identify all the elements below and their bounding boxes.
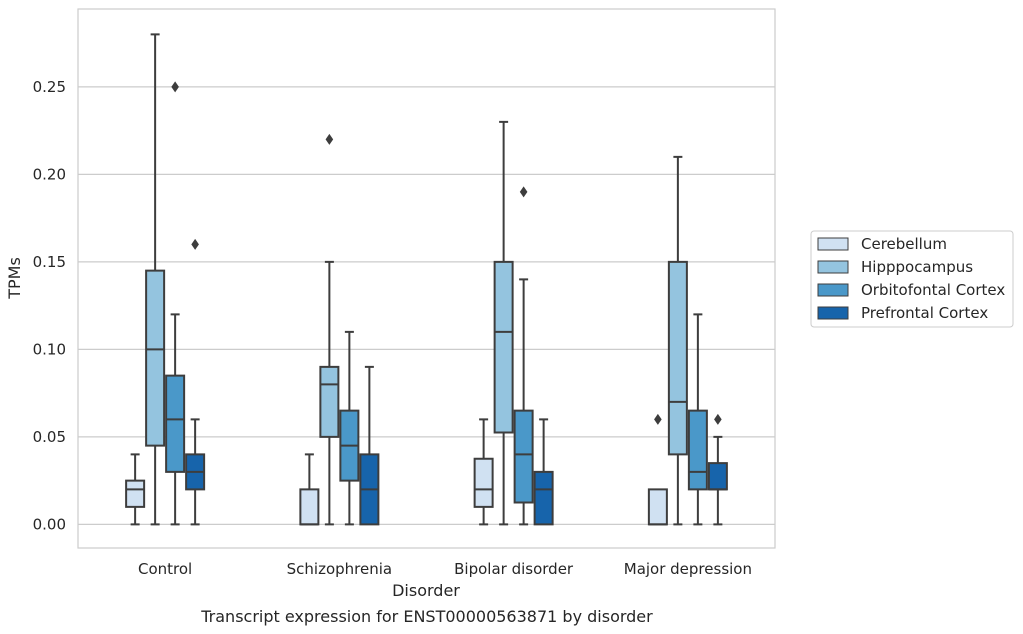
y-axis-title: TPMs	[5, 257, 24, 300]
box-iqr	[319, 365, 340, 438]
box-iqr	[165, 374, 186, 473]
box-1-2	[339, 330, 360, 526]
x-tick-label: Schizophrenia	[287, 560, 392, 578]
chart-caption: Transcript expression for ENST0000056387…	[200, 607, 653, 626]
box-0-2	[165, 81, 186, 526]
box-2-3	[533, 418, 554, 526]
x-tick-label: Bipolar disorder	[454, 560, 574, 578]
box-iqr	[647, 488, 668, 526]
y-tick-label: 0.15	[33, 253, 66, 271]
x-tick-label: Major depression	[624, 560, 752, 578]
y-tick-labels: 0.00 0.05 0.10 0.15 0.20 0.25	[33, 78, 66, 534]
box-3-2	[687, 313, 708, 526]
outlier-point	[325, 133, 334, 145]
box-iqr	[473, 457, 494, 508]
y-tick-label: 0.25	[33, 78, 66, 96]
y-tick-label: 0.00	[33, 515, 66, 533]
box-iqr	[125, 479, 146, 508]
legend-swatch	[817, 260, 849, 274]
box-0-0	[125, 453, 146, 526]
legend-swatch	[817, 237, 849, 251]
x-tick-labels: Control Schizophrenia Bipolar disorder Majo…	[138, 560, 752, 578]
box-2-1	[493, 120, 514, 526]
x-tick-label: Control	[138, 560, 192, 578]
box-iqr	[707, 462, 728, 491]
box-iqr	[145, 269, 166, 447]
legend-swatch	[817, 283, 849, 297]
box-1-1	[319, 133, 340, 526]
box-0-1	[145, 33, 166, 526]
outlier-point	[519, 186, 528, 198]
legend-label: Cerebellum	[861, 235, 947, 253]
box-iqr	[687, 409, 708, 491]
box-3-1	[667, 155, 688, 526]
box-3-3	[707, 413, 728, 526]
outlier-point	[191, 238, 199, 250]
box-1-0	[299, 453, 320, 526]
legend-swatch	[817, 306, 849, 320]
y-tick-label: 0.10	[33, 340, 66, 358]
y-tick-label: 0.05	[33, 428, 66, 446]
legend-label: Hipppocampus	[861, 258, 973, 276]
legend-label: Orbitofontal Cortex	[861, 281, 1005, 299]
box-0-3	[185, 238, 206, 526]
y-tick-label: 0.20	[33, 165, 66, 183]
box-iqr	[667, 260, 688, 456]
box-iqr	[533, 470, 554, 526]
box-2-0	[473, 418, 494, 526]
legend: Cerebellum Hipppocampus Orbitofontal Corte…	[810, 230, 1014, 328]
outlier-point	[714, 413, 722, 425]
plot-frame	[77, 8, 776, 549]
box-1-3	[359, 365, 380, 526]
legend-frame	[810, 230, 1014, 328]
box-3-0	[647, 413, 668, 526]
box-iqr	[493, 260, 514, 434]
box-iqr	[513, 409, 534, 504]
box-iqr	[299, 488, 320, 526]
box-elements	[125, 33, 728, 526]
x-axis-title: Disorder	[392, 581, 460, 600]
legend-label: Prefrontal Cortex	[861, 304, 988, 322]
outlier-point	[654, 413, 662, 425]
outlier-point	[171, 81, 179, 93]
box-2-2	[513, 186, 534, 526]
